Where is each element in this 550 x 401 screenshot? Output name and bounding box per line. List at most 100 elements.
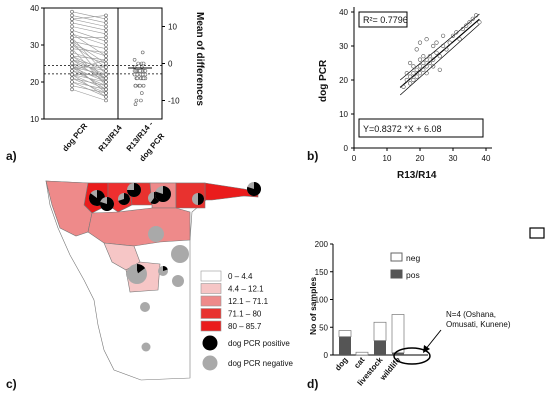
a-point-dogpcr bbox=[70, 13, 74, 18]
a-point-r13 bbox=[104, 95, 108, 99]
a-point-r13 bbox=[104, 32, 108, 36]
panel-b-regression bbox=[399, 13, 480, 96]
b-xtick-label: 20 bbox=[416, 154, 425, 163]
legend-swatch bbox=[200, 270, 222, 282]
b-data-point bbox=[424, 57, 429, 62]
b-data-point bbox=[404, 77, 409, 83]
b-data-point bbox=[431, 43, 436, 49]
region-zambezi bbox=[204, 182, 259, 201]
legend-range-label: 71.1 – 80 bbox=[228, 310, 262, 319]
a-point-dogpcr bbox=[70, 28, 74, 33]
legend-positive-marker bbox=[202, 335, 218, 351]
panel-a-xlabel-2: R13/R14 bbox=[97, 123, 125, 153]
a-point-dogpcr bbox=[70, 20, 74, 25]
panel-b-points bbox=[401, 13, 482, 89]
pie-positive bbox=[247, 182, 262, 197]
b-ytick-label: 20 bbox=[339, 76, 348, 85]
b-data-point bbox=[417, 40, 423, 45]
legend-negative-label: dog PCR negative bbox=[228, 359, 293, 368]
a-pair-line bbox=[71, 63, 107, 94]
a-point-dogpcr bbox=[70, 61, 74, 66]
b-data-point bbox=[467, 20, 472, 25]
a-diff-point bbox=[140, 50, 145, 55]
d-xlabel: cat bbox=[352, 355, 367, 370]
panel-a-left-axis: 10 20 30 40 bbox=[30, 4, 44, 124]
b-data-point bbox=[404, 71, 409, 76]
a-diff-point bbox=[135, 76, 140, 81]
d-bar-pos bbox=[374, 340, 386, 355]
a-point-r13 bbox=[104, 80, 108, 84]
a-point-dogpcr bbox=[70, 80, 74, 84]
panel-a: 10 20 30 40 -10 0 10 Mean of differences dog … bbox=[6, 4, 205, 163]
b-xtick-label: 40 bbox=[482, 154, 491, 163]
panel-b-equation: Y=0.8372 *X + 6.08 bbox=[363, 124, 442, 134]
panel-b-ticks: 0 10 20 30 40 0 10 20 30 40 bbox=[339, 8, 491, 163]
a-pair-line bbox=[71, 15, 107, 24]
a-diff-point bbox=[134, 98, 139, 103]
legend-swatch bbox=[200, 308, 222, 319]
a-point-r13 bbox=[104, 24, 108, 29]
a-point-dogpcr bbox=[70, 72, 74, 77]
wildlife-highlight-ellipse bbox=[393, 347, 431, 365]
a-diff-point bbox=[139, 98, 143, 103]
a-pair-line bbox=[71, 29, 107, 42]
a-point-r13 bbox=[104, 17, 108, 21]
a-diff-point bbox=[141, 83, 146, 88]
b-data-point bbox=[408, 74, 413, 79]
b-data-point bbox=[417, 71, 423, 76]
legend-negative-marker bbox=[202, 355, 218, 371]
panel-d-ylabel: No of samples bbox=[308, 277, 318, 335]
region-kunene bbox=[45, 180, 93, 237]
a-diff-point bbox=[135, 72, 140, 77]
a-pair-line bbox=[71, 33, 107, 46]
b-ci-upper bbox=[399, 13, 480, 81]
negative-circle bbox=[148, 226, 164, 242]
a-point-dogpcr bbox=[70, 32, 74, 36]
panel-d-ticks: 0 50 100 150 200 bbox=[315, 240, 333, 360]
b-data-point bbox=[408, 81, 413, 86]
a-pair-line bbox=[71, 55, 107, 61]
b-xtick-label: 0 bbox=[352, 154, 357, 163]
a-point-r13 bbox=[104, 35, 108, 40]
panel-b-eq-box bbox=[358, 118, 484, 138]
b-data-point bbox=[441, 33, 446, 38]
a-ytick-label: 10 bbox=[30, 115, 39, 124]
legend-range-label: 0 – 4.4 bbox=[228, 272, 253, 281]
pie-positive bbox=[155, 186, 171, 202]
a-pair-line bbox=[71, 48, 107, 53]
a-pair-line bbox=[71, 18, 107, 27]
a-ytick-label: 40 bbox=[30, 4, 39, 13]
b-data-point bbox=[421, 60, 426, 66]
a-pair-line bbox=[71, 85, 107, 94]
b-data-point bbox=[437, 54, 442, 59]
b-data-point bbox=[464, 23, 469, 28]
negative-circle bbox=[172, 275, 184, 287]
d-ytick-label: 0 bbox=[324, 351, 329, 360]
a-point-dogpcr bbox=[70, 35, 74, 40]
a-point-dogpcr bbox=[70, 69, 74, 73]
b-ci-lower bbox=[399, 24, 480, 96]
a-pair-line bbox=[71, 41, 107, 64]
panel-b-xlabel: R13/R14 bbox=[397, 170, 437, 181]
b-data-point bbox=[444, 47, 449, 52]
a-pair-line bbox=[71, 26, 107, 35]
panel-c-label: c) bbox=[6, 377, 17, 391]
map-sample-circles bbox=[88, 182, 262, 352]
a-point-r13 bbox=[104, 69, 108, 73]
panel-b: 0 10 20 30 40 0 10 20 30 40 R²= 0.7796 Y=0.8372 *… bbox=[307, 7, 492, 181]
b-data-point bbox=[421, 67, 426, 72]
b-data-point bbox=[417, 64, 423, 69]
legend-range-label: 12.1 – 71.1 bbox=[228, 297, 269, 306]
pie-positive bbox=[137, 264, 146, 274]
panel-b-r2: R²= 0.7796 bbox=[363, 15, 408, 25]
negative-circle bbox=[140, 302, 150, 312]
annotation-arrow-head bbox=[423, 345, 430, 353]
empty-box bbox=[529, 227, 545, 239]
panel-a-paired-lines bbox=[70, 9, 108, 103]
pie-positive bbox=[198, 193, 204, 205]
a-diff-point bbox=[140, 72, 145, 77]
b-xtick-label: 30 bbox=[449, 154, 458, 163]
a-point-r13 bbox=[104, 13, 108, 18]
